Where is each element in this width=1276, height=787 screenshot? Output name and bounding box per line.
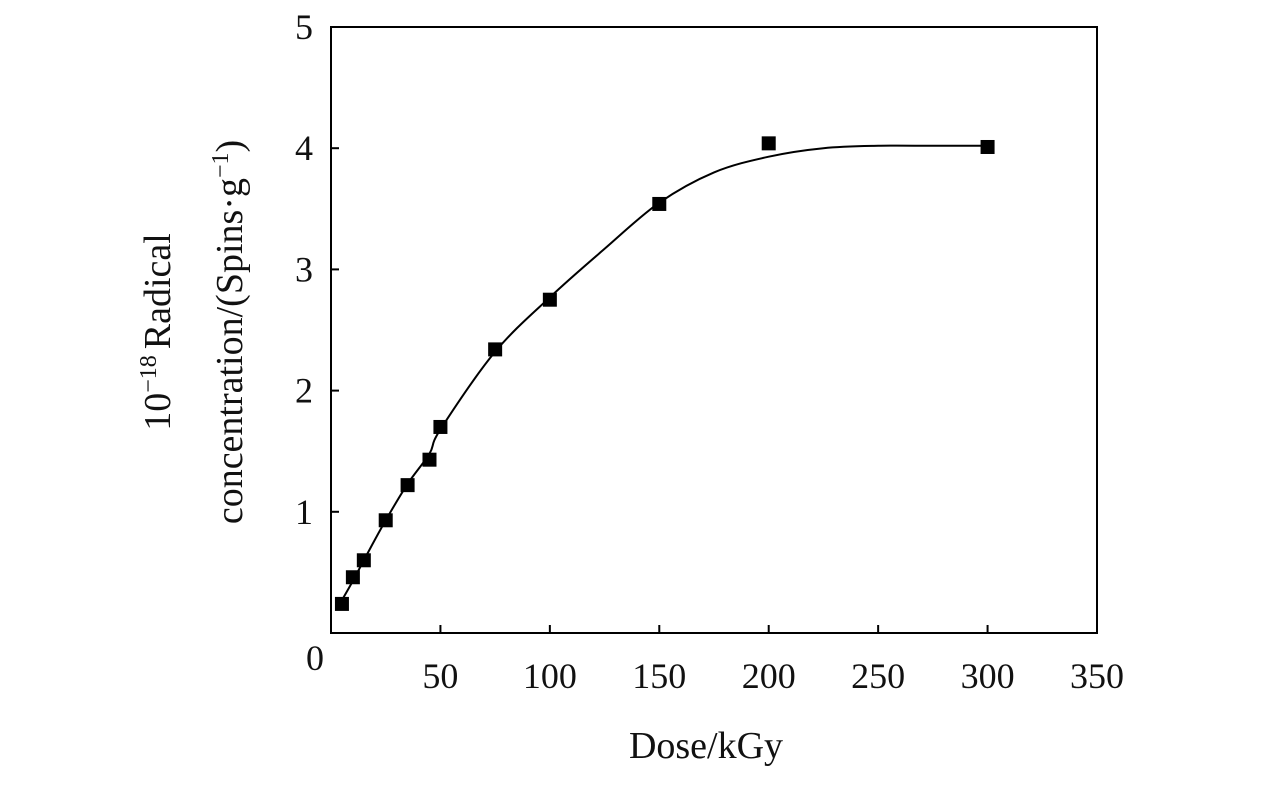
y-tick-label: 2 (295, 371, 313, 411)
data-points (334, 136, 995, 611)
data-point (378, 513, 393, 528)
data-point (334, 596, 349, 611)
data-point (761, 136, 776, 151)
y-axis-title-word: Radical (137, 233, 179, 349)
plot-frame (330, 26, 1098, 634)
y-axis-title-units: concentration/(Spins·g (209, 178, 251, 524)
data-point (980, 139, 995, 154)
data-point (356, 553, 371, 568)
x-tick-label: 250 (851, 656, 905, 696)
y-axis-title-close: ) (209, 140, 251, 153)
data-point (400, 478, 415, 493)
svg-text:10−18Radical: 10−18 Radical (136, 233, 179, 431)
x-tick-label: 200 (742, 656, 796, 696)
y-axis-ticks: 1 2 3 4 5 (295, 7, 339, 532)
svg-text:concentration/(Spins·g−1): concentration/(Spins·g−1) (208, 140, 251, 524)
x-tick-label: 50 (422, 656, 458, 696)
fit-curve (341, 144, 988, 601)
data-point (488, 342, 503, 357)
data-point (345, 570, 360, 585)
data-point (652, 196, 667, 211)
y-tick-label: 5 (295, 7, 313, 47)
x-tick-label: 300 (961, 656, 1015, 696)
y-tick-label: 1 (295, 492, 313, 532)
y-tick-label: 3 (295, 249, 313, 289)
y-axis-title: 10−18 Radical concentration/(Spins·g−1) (136, 140, 251, 524)
data-point (422, 452, 437, 467)
y-axis-title-units-exponent: −1 (208, 152, 234, 178)
data-point (433, 419, 448, 434)
x-tick-label: 100 (523, 656, 577, 696)
x-tick-label: 150 (632, 656, 686, 696)
x-tick-label: 350 (1070, 656, 1124, 696)
x-axis-ticks: 0 50 100 150 200 250 300 350 (306, 625, 1124, 696)
y-tick-label: 4 (295, 128, 313, 168)
y-axis-title-prefix: 10 (137, 393, 179, 431)
data-point (542, 292, 557, 307)
x-axis-title: Dose/kGy (629, 725, 783, 767)
x-tick-label: 0 (306, 638, 324, 678)
y-axis-title-exponent: −18 (136, 355, 162, 393)
